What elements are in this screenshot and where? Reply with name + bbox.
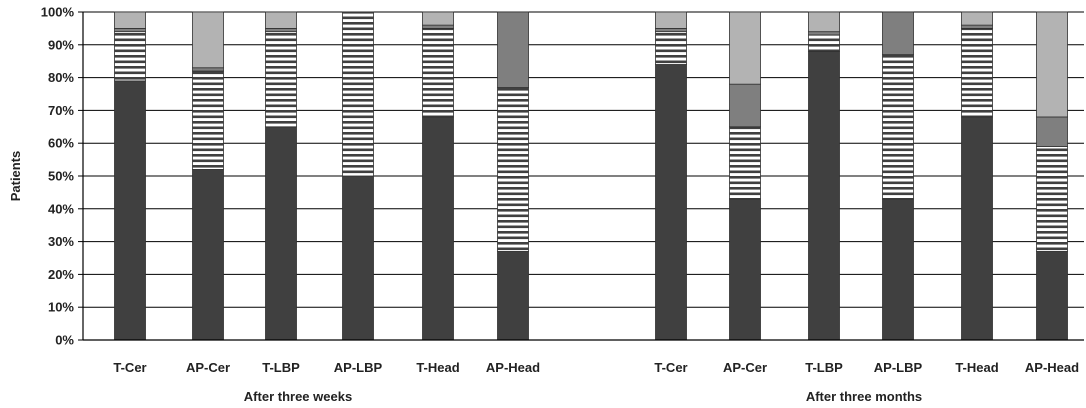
axes [78,11,1084,341]
y-tick-label: 80% [48,70,74,85]
bar-segment-medium [655,27,687,33]
bar-segment-dark [342,175,374,341]
bar-segment-medium [265,27,297,33]
y-tick-label: 90% [48,37,74,52]
bar-segment-light [808,11,840,33]
y-tick-label: 40% [48,201,74,216]
bars [114,11,1068,341]
bar-segment-striped [882,54,914,200]
bar-segment-dark [655,64,687,341]
bar-segment-medium [808,31,840,36]
x-category-label: AP-LBP [334,360,383,375]
labels: 0% 10% 20% 30% 40% 50% 60% 70% 80% 90% 100% Patient… [8,5,1079,405]
bar-segment-striped [808,34,840,52]
bar-segment-dark [882,198,914,341]
bar-segment-dark [114,80,146,341]
y-tick-label: 0% [55,333,74,348]
bar-segment-medium [422,24,454,29]
bar-segment-light [729,11,761,85]
bar-segment-dark [422,116,454,341]
x-category-label: AP-LBP [874,360,923,375]
bar-segment-striped [961,27,993,118]
bar-segment-dark [729,198,761,341]
group-label: After three months [806,389,922,404]
bar-segment-dark [497,251,529,341]
y-tick-label: 50% [48,169,74,184]
bar-segment-dark [265,126,297,341]
x-category-label: AP-Cer [723,360,767,375]
bar-segment-striped [1036,146,1068,252]
bar-segment-striped [114,31,146,82]
y-tick-label: 60% [48,136,74,151]
bar-segment-medium [114,27,146,33]
bar-segment-medium [192,67,224,72]
y-tick-label: 70% [48,103,74,118]
y-tick-label: 30% [48,234,74,249]
bar-segment-striped [655,31,687,65]
y-tick-label: 100% [41,5,75,20]
x-category-label: T-LBP [262,360,300,375]
bar-segment-medium [1036,116,1068,147]
y-tick-label: 20% [48,267,74,282]
bar-segment-medium [882,11,914,56]
x-category-label: T-Cer [654,360,687,375]
bar-segment-light [114,11,146,29]
bar-segment-dark [808,50,840,341]
x-category-label: AP-Head [1025,360,1079,375]
bar-segment-striped [729,126,761,200]
x-category-label: T-Head [955,360,998,375]
y-axis-title: Patients [8,151,23,202]
y-tick-label: 10% [48,300,74,315]
bar-segment-medium [961,24,993,29]
x-category-label: T-Cer [113,360,146,375]
bar-segment-striped [497,87,529,252]
x-category-label: T-LBP [805,360,843,375]
x-category-label: AP-Head [486,360,540,375]
bar-segment-striped [422,27,454,118]
x-category-label: T-Head [416,360,459,375]
x-category-label: AP-Cer [186,360,230,375]
bar-segment-light [265,11,297,29]
bar-segment-light [192,11,224,69]
bar-segment-light [961,11,993,26]
gridlines [83,11,1084,308]
bar-segment-striped [265,31,297,128]
bar-segment-medium [729,83,761,128]
bar-segment-striped [192,70,224,170]
bar-segment-medium [497,11,529,88]
bar-segment-light [655,11,687,29]
bar-segment-striped [342,11,374,177]
group-label: After three weeks [244,389,352,404]
bar-segment-light [422,11,454,26]
bar-segment-dark [1036,251,1068,341]
bar-segment-light [1036,11,1068,118]
bar-segment-dark [961,116,993,341]
bar-segment-dark [192,169,224,341]
